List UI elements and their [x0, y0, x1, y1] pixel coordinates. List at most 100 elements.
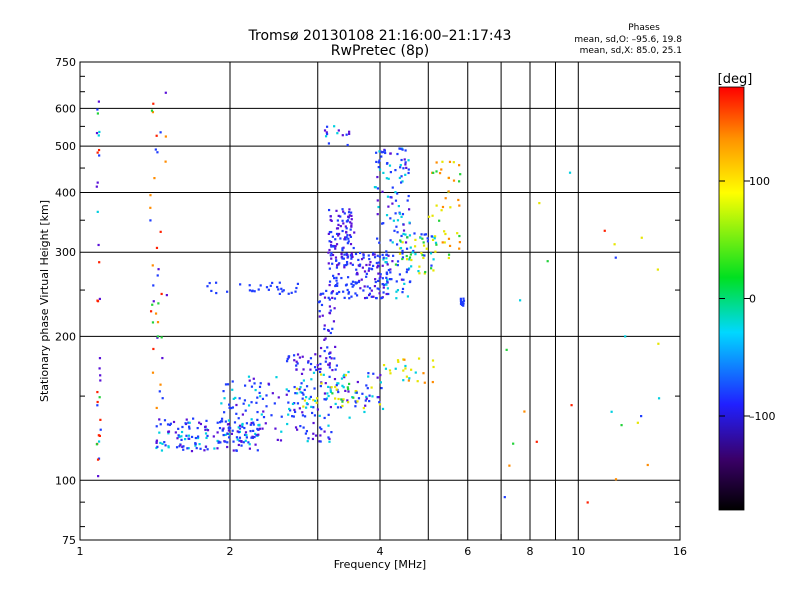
data-point [327, 424, 330, 427]
data-point [241, 425, 244, 428]
data-point [381, 277, 384, 280]
data-point [402, 232, 405, 236]
data-point [382, 171, 385, 175]
data-point [358, 263, 362, 266]
data-point [395, 280, 398, 283]
data-point [366, 387, 369, 390]
data-point [384, 261, 387, 264]
data-point [354, 400, 357, 403]
data-point [300, 372, 304, 375]
data-point [335, 388, 338, 391]
data-point [382, 291, 385, 294]
y-axis-label: Stationary phase Virtual Height [km] [38, 200, 51, 402]
data-point [182, 448, 185, 451]
data-point [319, 440, 322, 443]
data-point [331, 327, 334, 330]
data-point [231, 388, 234, 391]
data-point [399, 163, 402, 167]
data-point [313, 366, 317, 369]
data-point [352, 246, 355, 250]
data-point [416, 380, 419, 383]
data-point [382, 364, 386, 367]
x-tick-label: 4 [377, 545, 384, 558]
data-point [205, 436, 208, 440]
data-point [433, 237, 436, 240]
data-point [462, 299, 466, 302]
data-point [325, 132, 329, 136]
data-point [249, 423, 252, 426]
data-point [257, 433, 260, 436]
data-point [396, 260, 400, 263]
data-point [410, 265, 413, 268]
data-point [345, 260, 349, 264]
data-point [238, 436, 242, 439]
data-point [152, 300, 155, 303]
data-point [270, 414, 273, 417]
data-point [178, 435, 181, 438]
data-point [312, 406, 315, 409]
data-point [294, 290, 297, 293]
data-point [261, 397, 265, 401]
data-point [325, 357, 328, 360]
data-point [273, 402, 276, 405]
data-point [96, 390, 99, 394]
data-point [407, 168, 410, 171]
data-point [314, 399, 317, 402]
data-point [329, 351, 332, 354]
data-point [302, 368, 305, 371]
data-point [291, 415, 294, 418]
data-point [518, 299, 522, 302]
data-point [243, 384, 247, 387]
data-point [317, 367, 320, 371]
data-point [399, 239, 402, 242]
data-point [323, 129, 327, 132]
data-point [301, 414, 305, 417]
data-point [570, 404, 573, 407]
data-point [376, 376, 379, 379]
data-point [219, 421, 222, 424]
data-point [370, 289, 373, 292]
data-point [369, 260, 372, 264]
data-point [377, 261, 381, 264]
data-point [362, 256, 365, 259]
data-point [99, 418, 102, 421]
data-point [336, 227, 340, 230]
data-point [391, 241, 394, 244]
data-point [316, 408, 320, 411]
data-point [252, 377, 255, 380]
data-point [313, 387, 316, 390]
data-point [153, 177, 156, 180]
data-point [294, 392, 297, 395]
data-point [240, 444, 243, 447]
data-point [381, 222, 384, 225]
data-point [370, 268, 374, 271]
data-point [299, 386, 302, 389]
data-point [378, 150, 381, 153]
data-point [256, 449, 259, 452]
data-point [212, 435, 215, 438]
data-point [372, 252, 375, 255]
data-point [365, 384, 368, 387]
data-point [350, 224, 353, 227]
data-point [404, 161, 407, 164]
data-point [441, 160, 444, 163]
y-tick-label: 600 [55, 102, 76, 115]
data-point [396, 192, 399, 195]
data-point [330, 245, 333, 248]
data-point [328, 363, 331, 367]
data-point [204, 432, 208, 435]
data-point [293, 385, 296, 389]
data-point [410, 258, 413, 262]
data-point [295, 387, 299, 390]
data-point [282, 289, 285, 292]
data-point [381, 283, 384, 286]
data-point [387, 268, 390, 272]
data-point [334, 368, 337, 371]
data-point [325, 131, 328, 134]
data-point [461, 302, 464, 305]
data-point [318, 440, 321, 443]
data-point [323, 338, 326, 341]
data-point [385, 292, 388, 296]
data-point [443, 241, 446, 244]
